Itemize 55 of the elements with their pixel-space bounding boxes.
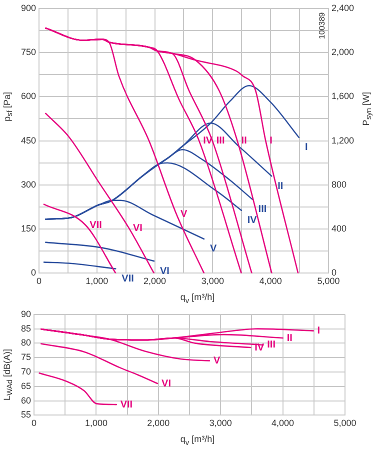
series-label: V <box>210 244 218 255</box>
y-tick-label: 450 <box>20 135 36 146</box>
x-tick-label: 5,000 <box>317 276 340 286</box>
y-tick-label: 55 <box>20 410 32 420</box>
y2-tick-label: 400 <box>331 224 347 234</box>
y2-tick-label: 2,400 <box>331 2 354 13</box>
y-tick-label: 75 <box>20 352 32 362</box>
y-tick-label: 80 <box>20 338 32 348</box>
y-tick-label: 65 <box>20 380 32 391</box>
x-axis-title: q$_{v}$ [m³/h] <box>179 434 216 448</box>
y2-tick-label: 1,200 <box>331 135 354 146</box>
series-label: II <box>278 180 284 192</box>
series-label: VII <box>122 274 134 285</box>
series-label: VII <box>120 399 133 410</box>
x-tick-label: 1,000 <box>84 418 108 428</box>
y2-tick-label: 1,600 <box>331 91 354 102</box>
series-label: II <box>286 332 293 344</box>
series-label: VI <box>162 378 172 390</box>
series-label: III <box>216 136 225 147</box>
x-tick-label: 4,000 <box>259 276 282 286</box>
x-tick-label: 3,000 <box>201 276 224 286</box>
series-label: I <box>304 142 308 154</box>
series-label: I <box>270 136 273 147</box>
y-tick-label: 750 <box>20 47 36 58</box>
y-tick-label: 900 <box>20 2 36 13</box>
y-tick-label: 60 <box>20 395 32 406</box>
x-axis-title: q$_{v}$ [m³/h] <box>179 292 216 306</box>
series-label: I <box>317 326 320 337</box>
x-tick-label: 4,000 <box>272 418 294 428</box>
series-label: IV <box>203 136 213 147</box>
x-tick-label: 2,000 <box>147 418 170 428</box>
series-label: VII <box>90 220 102 231</box>
y2-tick-label: 800 <box>331 179 347 190</box>
x-tick-label: 3,000 <box>209 418 232 428</box>
y-tick-label: 90 <box>20 308 32 319</box>
series-label: V <box>180 209 188 220</box>
series-label: IV <box>247 215 258 226</box>
x-tick-label: 1,000 <box>86 276 108 286</box>
series-label: III <box>258 204 267 216</box>
y-tick-label: 70 <box>20 366 32 376</box>
x-tick-label: 2,000 <box>144 276 166 286</box>
series-label: II <box>241 136 248 147</box>
y-tick-label: 0 <box>31 268 36 278</box>
y-tick-label: 150 <box>20 224 36 234</box>
series-label: VI <box>160 266 170 277</box>
y2-tick-label: 0 <box>331 268 336 278</box>
y-tick-label: 300 <box>20 179 36 190</box>
y-tick-label: 85 <box>20 323 32 334</box>
annotation: 100389 <box>318 12 327 40</box>
y-tick-label: 600 <box>20 91 36 102</box>
series-label: V <box>213 356 220 367</box>
x-tick-label: 5,000 <box>334 418 356 428</box>
y2-tick-label: 2,000 <box>331 47 354 58</box>
series-label: VI <box>132 222 143 234</box>
series-label: III <box>267 340 276 351</box>
